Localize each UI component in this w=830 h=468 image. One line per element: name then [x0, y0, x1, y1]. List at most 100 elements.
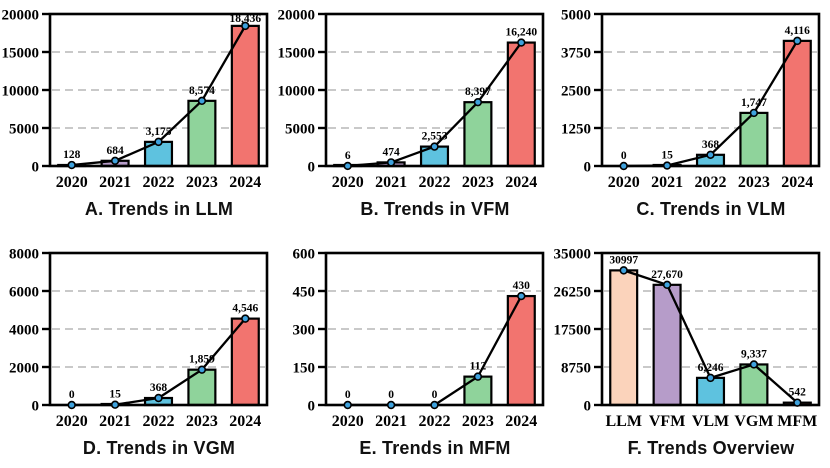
chart-cell-vgm: 0 2000 4000 6000 8000 0 15 368 1,859 4,546 2020 202… [0, 243, 276, 468]
y-tick-label: 15000 [278, 46, 315, 62]
chart-cell-mfm: 0 150 300 450 600 0 0 0 112 430 2020 2021 2022 2023 20… [276, 243, 552, 468]
y-tick-label: 15000 [2, 46, 39, 62]
y-tick-label: 17500 [554, 323, 591, 339]
plot-frame [48, 12, 269, 168]
value-label: 430 [513, 280, 531, 292]
x-tick-label: 2023 [462, 174, 494, 191]
value-label: 0 [345, 389, 351, 401]
chart-cell-vfm: 0 5000 10000 15000 20000 6 474 2,553 8,397 16,240… [276, 4, 552, 229]
x-tick-label: 2023 [186, 174, 218, 191]
x-tick-label: 2024 [505, 174, 537, 191]
x-tick-label: 2024 [229, 174, 261, 191]
value-label: 2,553 [422, 131, 448, 143]
y-tick-label: 3750 [561, 46, 591, 62]
y-tick-label: 20000 [2, 8, 39, 24]
value-label: 1,747 [741, 97, 767, 109]
y-tick-label: 10000 [278, 84, 315, 100]
data-point-marker [430, 142, 439, 151]
x-tick-label: VLM [692, 413, 729, 430]
value-label: 30997 [609, 254, 638, 266]
data-point-marker [793, 36, 802, 46]
data-point-marker [343, 161, 352, 171]
y-tick-label: 8000 [9, 247, 39, 263]
value-label: 16,240 [505, 27, 537, 39]
y-tick-label: 600 [293, 247, 316, 263]
data-point-marker [241, 314, 250, 323]
value-label: 368 [150, 382, 168, 394]
chart-vgm: 0 2000 4000 6000 8000 0 15 368 1,859 4,546 2020 202… [9, 247, 269, 430]
plot-frame [600, 12, 821, 168]
x-tick-label: 2021 [651, 174, 683, 191]
x-tick-label: 2022 [143, 413, 175, 430]
bar-vgm [739, 363, 769, 407]
data-point-marker [241, 21, 250, 31]
chart-title-vgm: D. Trends in VGM [82, 438, 236, 458]
value-label: 9,337 [741, 348, 767, 360]
chart-vlm: 0 1250 2500 3750 5000 0 15 368 1,747 4,116 2020 202… [561, 8, 821, 191]
y-tick-label: 0 [308, 160, 316, 176]
y-tick-label: 5000 [9, 122, 39, 138]
x-tick-label: 2020 [332, 413, 364, 430]
value-label: 8,574 [189, 85, 215, 97]
y-tick-label: 300 [293, 323, 316, 339]
data-point-marker [67, 160, 76, 170]
value-label: 0 [69, 389, 75, 401]
chart-cell-overview: 0 8750 17500 26250 35000 30997 27,670 6,246 9,33… [552, 243, 828, 468]
chart-cell-vlm: 0 1250 2500 3750 5000 0 15 368 1,747 4,116 2020 202… [552, 4, 828, 229]
x-tick-label: 2020 [56, 413, 88, 430]
x-tick-label: 2020 [608, 174, 640, 191]
chart-title-vlm: C. Trends in VLM [636, 199, 786, 219]
data-point-marker [110, 400, 120, 409]
data-point-marker [473, 372, 483, 381]
bar-2024 [230, 317, 260, 407]
data-point-marker [706, 373, 715, 383]
data-point-marker [517, 291, 526, 301]
x-tick-label: MFM [777, 413, 817, 430]
chart-title-llm: A. Trends in LLM [84, 199, 234, 219]
chart-overview: 0 8750 17500 26250 35000 30997 27,670 6,246 9,33… [554, 247, 821, 430]
value-label: 6,246 [698, 362, 724, 374]
y-tick-label: 26250 [554, 285, 591, 301]
value-label: 4,546 [232, 303, 258, 315]
bar-2024 [506, 41, 536, 168]
x-tick-label: 2021 [375, 174, 407, 191]
value-label: 4,116 [785, 25, 810, 37]
data-point-marker [110, 156, 120, 166]
x-tick-label: 2021 [99, 413, 131, 430]
value-label: 542 [789, 387, 807, 399]
plot-frame [48, 251, 269, 407]
x-tick-label: 2022 [419, 413, 451, 430]
y-tick-label: 2000 [9, 361, 39, 377]
chart-title-vfm: B. Trends in VFM [360, 199, 510, 219]
y-tick-label: 10000 [2, 84, 39, 100]
value-label: 0 [621, 150, 627, 162]
value-label: 128 [63, 149, 81, 161]
y-tick-label: 4000 [9, 323, 39, 339]
x-tick-label: 2024 [505, 413, 537, 430]
x-tick-label: 2024 [781, 174, 813, 191]
y-tick-label: 150 [293, 361, 316, 377]
bar-llm [609, 269, 639, 407]
data-point-marker [473, 97, 483, 107]
y-tick-label: 35000 [554, 247, 591, 263]
x-tick-label: 2021 [99, 174, 131, 191]
value-label: 3,175 [146, 126, 172, 138]
data-point-marker [749, 108, 759, 118]
y-tick-label: 2500 [561, 84, 591, 100]
value-label: 15 [661, 150, 673, 162]
x-tick-label: 2022 [143, 174, 175, 191]
data-point-marker [662, 161, 672, 170]
x-tick-label: VGM [734, 413, 773, 430]
y-tick-label: 6000 [9, 285, 39, 301]
data-point-marker [619, 161, 628, 171]
value-label: 0 [388, 389, 394, 401]
x-tick-label: 2024 [229, 413, 261, 430]
x-tick-label: 2020 [332, 174, 364, 191]
bar-2024 [230, 24, 260, 168]
value-label: 0 [432, 389, 438, 401]
y-tick-label: 0 [584, 160, 592, 176]
data-point-marker [154, 393, 163, 403]
value-label: 684 [106, 145, 124, 157]
value-label: 15 [109, 389, 121, 401]
y-tick-label: 0 [32, 160, 40, 176]
